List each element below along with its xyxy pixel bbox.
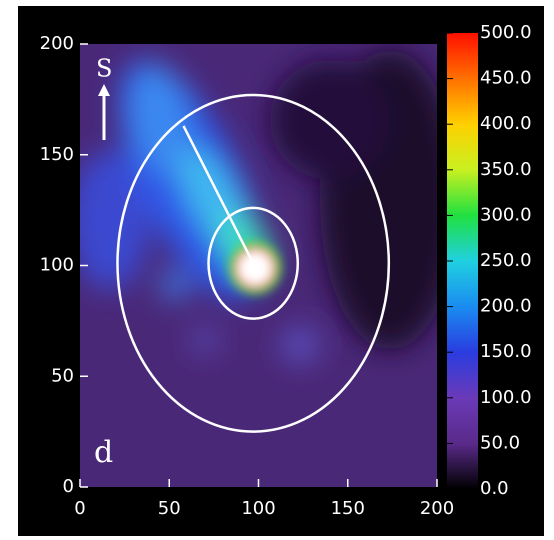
colorbar-tick-label: 200.0 — [480, 296, 532, 317]
colorbar-tick-label: 100.0 — [480, 387, 532, 408]
x-tick-label: 200 — [420, 498, 454, 519]
pointer-line — [182, 125, 255, 264]
colorbar-tick-label: 50.0 — [480, 432, 520, 453]
y-tick-label: 0 — [63, 476, 74, 497]
heatmap-image — [80, 44, 437, 487]
x-tick-label: 50 — [158, 498, 181, 519]
colorbar-tick-label: 300.0 — [480, 204, 532, 225]
colorbar-tick-label: 350.0 — [480, 159, 532, 180]
north-arrow-head — [98, 84, 110, 96]
x-tick-label: 0 — [74, 498, 85, 519]
colorbar-tick-label: 500.0 — [480, 22, 532, 43]
north-label: S — [96, 55, 112, 83]
x-tick-label: 150 — [331, 498, 365, 519]
y-tick-label: 50 — [51, 365, 74, 386]
y-tick-label: 100 — [40, 255, 74, 276]
colorbar-tick-label: 450.0 — [480, 68, 532, 89]
y-tick-label: 150 — [40, 144, 74, 165]
region-circle — [116, 93, 391, 433]
panel-label: d — [94, 435, 113, 470]
y-tick-label: 200 — [40, 33, 74, 54]
colorbar-tick-label: 0.0 — [480, 478, 509, 499]
x-tick-label: 100 — [241, 498, 275, 519]
region-circle — [207, 206, 300, 320]
colorbar-tick-label: 150.0 — [480, 341, 532, 362]
colorbar-tick-label: 250.0 — [480, 250, 532, 271]
colorbar-tick-label: 400.0 — [480, 113, 532, 134]
